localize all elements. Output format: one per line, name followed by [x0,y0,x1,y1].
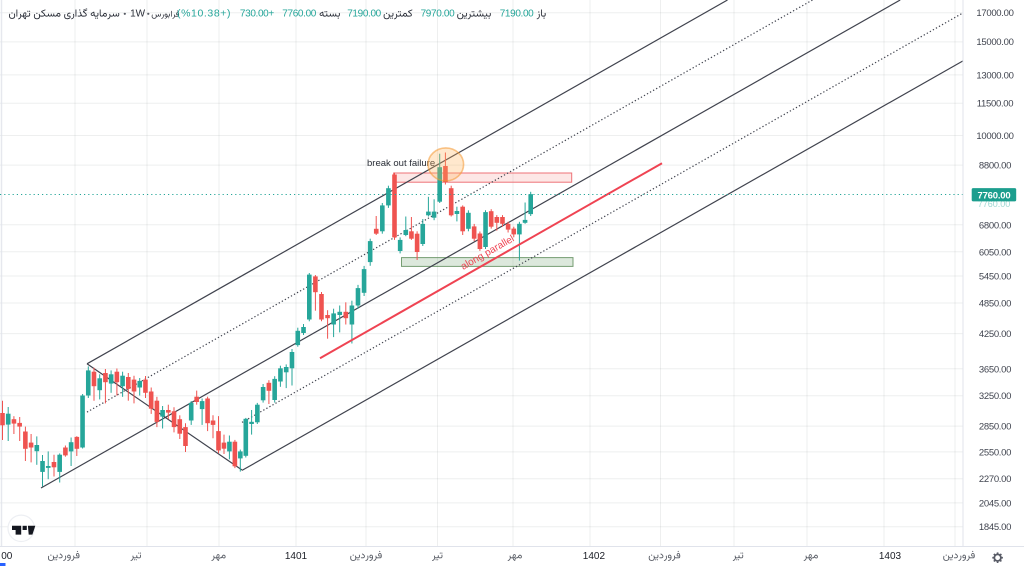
svg-text:3250.00: 3250.00 [979,391,1011,402]
svg-text:00: 00 [1,551,13,562]
svg-text:5450.00: 5450.00 [979,272,1011,283]
svg-text:4850.00: 4850.00 [979,299,1011,310]
svg-text:2270.00: 2270.00 [979,474,1011,485]
svg-text:13000.00: 13000.00 [976,70,1013,81]
svg-text:7760.00: 7760.00 [282,9,316,20]
svg-text:2850.00: 2850.00 [979,422,1011,433]
svg-text:7760.00: 7760.00 [978,199,1011,209]
svg-text:2045.00: 2045.00 [979,498,1011,509]
svg-text:7190.00: 7190.00 [500,9,534,20]
svg-text:2550.00: 2550.00 [979,447,1011,458]
svg-text:6800.00: 6800.00 [979,220,1011,231]
svg-text:10000.00: 10000.00 [976,131,1013,142]
svg-text:15000.00: 15000.00 [976,37,1013,48]
svg-text:1401: 1401 [285,551,308,562]
svg-text:7190.00: 7190.00 [347,9,381,20]
svg-text:break out failure: break out failure [367,158,435,169]
svg-text:17000.00: 17000.00 [976,8,1013,19]
svg-text:7760.00: 7760.00 [978,190,1011,201]
svg-text:4250.00: 4250.00 [979,329,1011,340]
svg-text:(%10.38+): (%10.38+) [177,8,231,20]
svg-text:7970.00: 7970.00 [421,9,455,20]
svg-text:11500.00: 11500.00 [977,99,1014,110]
svg-text:1W: 1W [130,9,146,20]
svg-text:6050.00: 6050.00 [979,247,1011,258]
svg-text:1403: 1403 [879,551,902,562]
svg-text:3650.00: 3650.00 [979,364,1011,375]
svg-text:1845.00: 1845.00 [979,522,1011,533]
svg-text:730.00+: 730.00+ [240,9,274,20]
svg-text:1402: 1402 [583,551,606,562]
svg-text:8800.00: 8800.00 [979,161,1011,172]
